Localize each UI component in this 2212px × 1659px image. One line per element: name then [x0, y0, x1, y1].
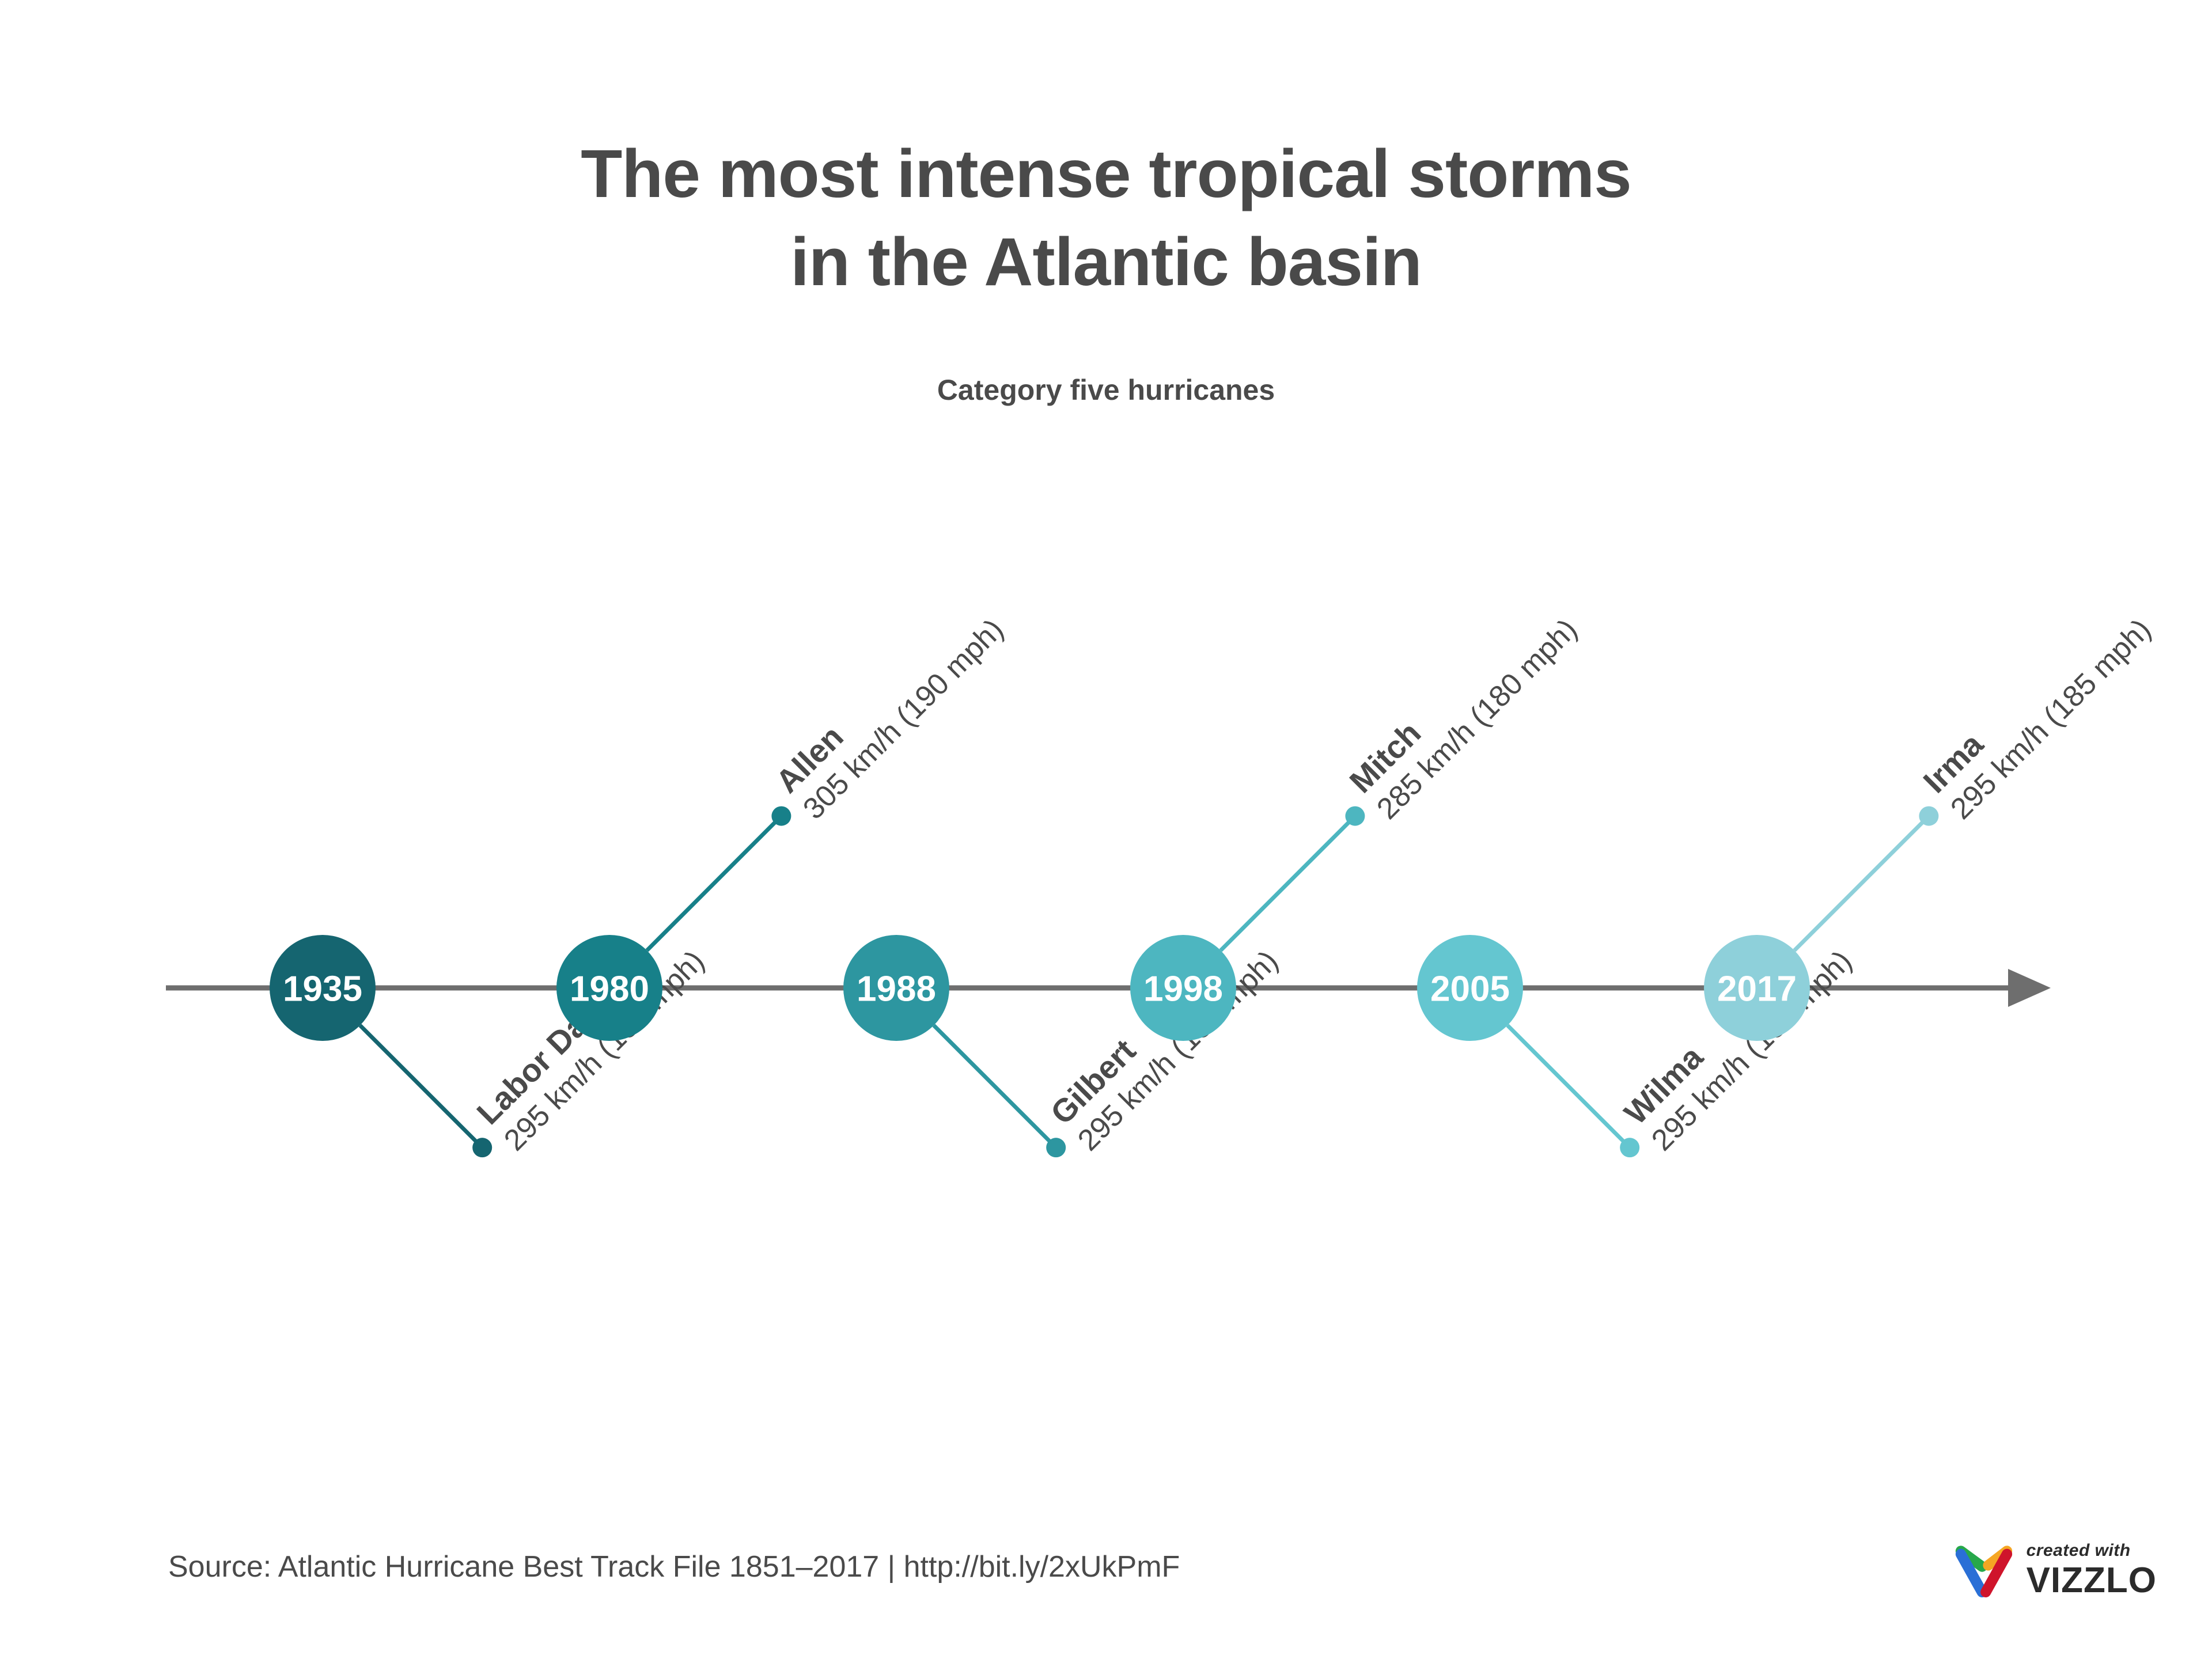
event-connector-line [932, 1024, 1058, 1149]
event-value-label: 305 km/h (190 mph) [797, 613, 1010, 826]
event-connector-line [1793, 815, 1930, 952]
vizzlo-wordmark: created with VIZZLO [2027, 1542, 2157, 1599]
year-marker-circle-2017[interactable] [1704, 935, 1810, 1041]
event-connector-dot [1046, 1138, 1066, 1158]
event-connector-dot [472, 1138, 493, 1158]
year-marker-label-1998: 1998 [1143, 969, 1223, 1009]
brand-name: VIZZLO [2026, 1560, 2157, 1600]
brand-tagline: created with [2026, 1541, 2131, 1560]
title-line-1: The most intense tropical storms [581, 136, 1632, 212]
timeline-arrowhead-icon [2008, 969, 2051, 1007]
source-note: Source: Atlantic Hurricane Best Track Fi… [168, 1550, 1180, 1584]
vizzlo-branding: created with VIZZLO [1953, 1539, 2157, 1601]
year-marker-circle-2005[interactable] [1417, 935, 1523, 1041]
event-connector-line [1506, 1024, 1631, 1149]
event-connector-line [1219, 815, 1357, 952]
year-marker-circle-1980[interactable] [556, 935, 662, 1041]
year-marker-label-2017: 2017 [1717, 969, 1797, 1009]
event-connector-dot [1345, 806, 1365, 826]
event-connector-dot [1620, 1138, 1640, 1158]
event-connector-line [358, 1024, 484, 1149]
year-marker-label-1935: 1935 [283, 969, 362, 1009]
year-marker-circle-1998[interactable] [1130, 935, 1236, 1041]
page-subtitle: Category five hurricanes [937, 374, 1275, 406]
event-connector-dot [771, 806, 791, 826]
year-marker-circle-1935[interactable] [270, 935, 376, 1041]
event-connector-line [645, 815, 783, 952]
year-marker-label-1980: 1980 [570, 969, 649, 1009]
event-connector-dot [1919, 806, 1939, 826]
year-marker-label-1988: 1988 [857, 969, 936, 1009]
title-line-2: in the Atlantic basin [790, 224, 1422, 301]
page-title: The most intense tropical storms in the … [0, 130, 2212, 307]
event-value-label: 295 km/h (185 mph) [1944, 613, 2157, 826]
year-marker-circle-1988[interactable] [843, 935, 949, 1041]
vizzlo-logo-icon [1955, 1546, 2012, 1597]
year-marker-label-2005: 2005 [1430, 969, 1510, 1009]
